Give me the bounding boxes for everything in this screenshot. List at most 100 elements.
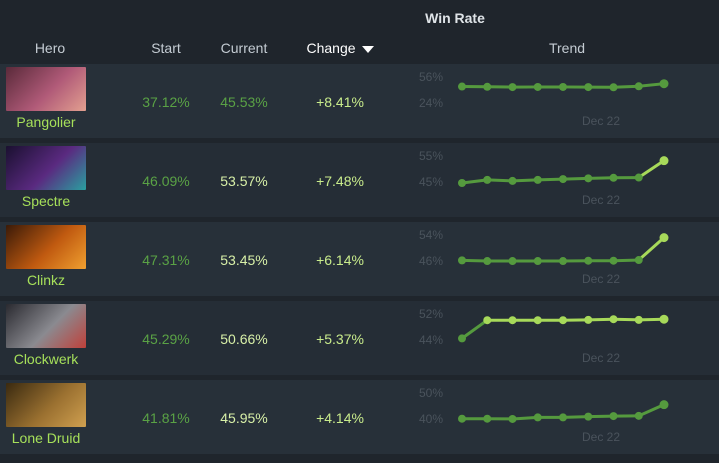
trend-date-label: Dec 22 (582, 193, 621, 207)
trend-high-label: 52% (419, 307, 444, 321)
hero-name: Spectre (21, 193, 71, 209)
start-winrate: 37.12% (142, 94, 190, 110)
trend-chart (458, 233, 669, 266)
trend-low-label: 44% (419, 333, 444, 347)
table-row[interactable]: Clinkz 47.31% 53.45% +6.14% 54% 46% Dec … (0, 222, 719, 296)
trend-high-label: 56% (419, 70, 444, 84)
trend-low-label: 24% (419, 96, 444, 110)
table-row[interactable]: Pangolier 37.12% 45.53% +8.41% 56% 24% D… (0, 64, 719, 138)
hero-column-header[interactable]: Hero (34, 40, 66, 56)
current-winrate: 53.57% (220, 173, 268, 189)
trend-segment (536, 177, 565, 182)
change-header-label: Change (306, 40, 356, 56)
trend-segment (637, 403, 666, 418)
trend-segment (586, 317, 615, 322)
trend-point (584, 256, 593, 265)
trend-point (508, 316, 517, 325)
trend-segment (511, 178, 540, 183)
trend-chart (458, 79, 669, 92)
trend-point (659, 79, 669, 89)
trend-point (483, 257, 492, 266)
hero-name: Pangolier (16, 114, 76, 130)
winrate-change: +6.14% (316, 252, 364, 268)
trend-point (508, 414, 517, 423)
trend-chart (458, 314, 669, 343)
hero-portrait (6, 67, 86, 111)
trend-segment (586, 176, 615, 180)
trend-high-label: 54% (419, 228, 444, 242)
start-winrate: 45.29% (142, 331, 190, 347)
trend-point (634, 82, 643, 91)
trend-sparkline: 52% 44% Dec 22 (415, 301, 719, 375)
trend-date-label: Dec 22 (582, 351, 621, 365)
current-column-header[interactable]: Current (220, 40, 268, 56)
trend-segment (460, 318, 489, 340)
trend-point (634, 315, 643, 324)
hero-cell[interactable]: Clinkz (0, 222, 92, 292)
hero-portrait (6, 304, 86, 348)
trend-point (458, 414, 466, 423)
trend-segment (561, 415, 590, 419)
trend-point (659, 156, 669, 166)
start-column-header[interactable]: Start (151, 40, 181, 56)
winrate-change: +5.37% (316, 331, 364, 347)
trend-sparkline: 55% 45% Dec 22 (415, 143, 719, 217)
trend-low-label: 40% (419, 412, 444, 426)
change-column-header[interactable]: Change (290, 40, 390, 56)
trend-point (609, 412, 618, 421)
trend-segment (586, 414, 615, 419)
trend-segment (637, 236, 666, 262)
start-winrate: 41.81% (142, 410, 190, 426)
trend-date-label: Dec 22 (582, 430, 621, 444)
hero-name: Clinkz (26, 272, 66, 288)
trend-column-header: Trend (548, 40, 586, 56)
trend-point (634, 256, 643, 265)
trend-point (458, 256, 466, 265)
trend-chart (458, 156, 669, 187)
trend-point (533, 257, 542, 266)
trend-point (533, 316, 542, 325)
table-row[interactable]: Clockwerk 45.29% 50.66% +5.37% 52% 44% D… (0, 301, 719, 375)
trend-high-label: 50% (419, 386, 444, 400)
trend-chart (458, 400, 669, 423)
trend-point (559, 257, 567, 266)
current-winrate: 45.53% (220, 94, 268, 110)
trend-point (508, 257, 517, 266)
hero-cell[interactable]: Lone Druid (0, 380, 92, 450)
trend-point (508, 176, 517, 185)
trend-point (533, 413, 542, 422)
trend-point (559, 82, 567, 91)
trend-segment (637, 159, 666, 180)
table-row[interactable]: Spectre 46.09% 53.57% +7.48% 55% 45% Dec… (0, 143, 719, 217)
trend-point (483, 414, 492, 423)
hero-cell[interactable]: Spectre (0, 143, 92, 213)
trend-point (584, 174, 593, 183)
trend-segment (485, 178, 514, 183)
trend-date-label: Dec 22 (582, 272, 621, 286)
trend-point (609, 83, 618, 92)
current-winrate: 53.45% (220, 252, 268, 268)
trend-point (483, 316, 492, 325)
hero-portrait (6, 383, 86, 427)
hero-cell[interactable]: Clockwerk (0, 301, 92, 371)
start-winrate: 47.31% (142, 252, 190, 268)
trend-high-label: 55% (419, 149, 444, 163)
trend-sparkline: 50% 40% Dec 22 (415, 380, 719, 454)
table-header: Hero Start Current Change Trend (0, 34, 719, 62)
trend-sparkline: 54% 46% Dec 22 (415, 222, 719, 296)
trend-point (483, 175, 492, 184)
trend-point (584, 315, 593, 324)
trend-date-label: Dec 22 (582, 114, 621, 128)
table-row[interactable]: Lone Druid 41.81% 45.95% +4.14% 50% 40% … (0, 380, 719, 454)
trend-point (659, 314, 669, 324)
hero-cell[interactable]: Pangolier (0, 64, 92, 134)
trend-point (458, 82, 466, 91)
trend-point (533, 175, 542, 184)
trend-point (559, 413, 567, 422)
trend-point (458, 334, 466, 343)
trend-segment (612, 84, 641, 89)
winrate-change: +7.48% (316, 173, 364, 189)
trend-point (584, 412, 593, 421)
trend-point (584, 83, 593, 92)
